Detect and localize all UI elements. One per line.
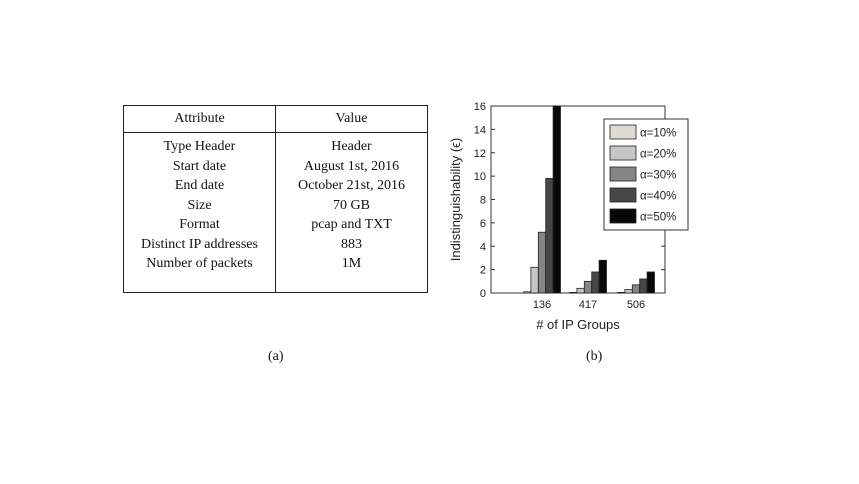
table-column-divider (275, 106, 276, 292)
y-tick-label: 0 (480, 288, 486, 300)
table-header-value: Value (335, 111, 368, 126)
bar (523, 291, 532, 294)
legend-label: α=30% (640, 170, 676, 182)
y-tick-label: 10 (474, 171, 486, 183)
bar (583, 280, 593, 294)
x-tick-label: 417 (579, 299, 597, 311)
bar (537, 231, 547, 294)
bar (624, 289, 633, 294)
bar-chart: 0 2 4 6 8 10 12 14 16 136 417 506 # of IP Groups Indi… (448, 101, 689, 332)
table-cell-attribute: Type Header (163, 139, 236, 154)
x-tick-label: 136 (533, 299, 551, 311)
table-cell-value: October 21st, 2016 (298, 178, 405, 193)
table-header-attribute: Attribute (174, 111, 225, 126)
table-cell-value: pcap and TXT (311, 217, 392, 232)
legend-swatch (609, 208, 637, 224)
legend-label: α=40% (640, 191, 676, 203)
bar (591, 271, 600, 294)
y-tick-label: 8 (480, 195, 486, 207)
caption-b: (b) (586, 349, 603, 364)
bar (617, 292, 626, 294)
bar (576, 287, 585, 294)
x-tick-label: 506 (627, 299, 645, 311)
y-tick-label: 12 (474, 148, 486, 160)
bar (552, 105, 561, 294)
table-header-divider (124, 132, 427, 133)
bar (631, 284, 641, 294)
legend-label: α=10% (640, 128, 676, 140)
table-cell-attribute: Start date (172, 158, 227, 174)
y-tick-label: 2 (480, 265, 486, 277)
legend-label: α=50% (640, 212, 676, 224)
y-tick-label: 6 (480, 218, 486, 230)
legend-label: α=20% (640, 149, 676, 161)
x-axis-label: # of IP Groups (536, 317, 620, 332)
bar (545, 178, 554, 294)
bar (530, 266, 539, 294)
y-axis-label: Indistinguishability (ϵ) (448, 138, 463, 262)
caption-a: (a) (268, 349, 284, 364)
y-tick-label: 4 (480, 241, 486, 253)
attribute-table: Attribute Value Type Header Start date E… (123, 105, 428, 293)
y-tick-label: 14 (474, 124, 486, 136)
table-cell-value: 70 GB (333, 197, 370, 213)
legend-swatch (609, 166, 637, 182)
bar (598, 259, 607, 294)
legend-swatch (609, 145, 637, 161)
legend-swatch (609, 124, 637, 140)
table-cell-value: August 1st, 2016 (303, 158, 400, 174)
table-cell-attribute: Number of packets (146, 256, 253, 271)
y-tick-label: 16 (474, 101, 486, 113)
bar (569, 292, 578, 294)
table-cell-attribute: Distinct IP addresses (141, 236, 258, 252)
table-cell-attribute: End date (174, 178, 225, 193)
bar (646, 271, 655, 294)
legend-swatch (609, 187, 637, 203)
table-cell-value: 883 (341, 236, 362, 252)
table-cell-value: 1M (341, 256, 362, 271)
value-column: Header August 1st, 2016 October 21st, 20… (276, 137, 427, 274)
table-cell-attribute: Format (179, 217, 220, 232)
table-cell-value: Header (331, 139, 372, 154)
bar (639, 278, 648, 294)
attribute-column: Type Header Start date End date Size For… (124, 137, 275, 274)
table-cell-attribute: Size (187, 197, 212, 213)
